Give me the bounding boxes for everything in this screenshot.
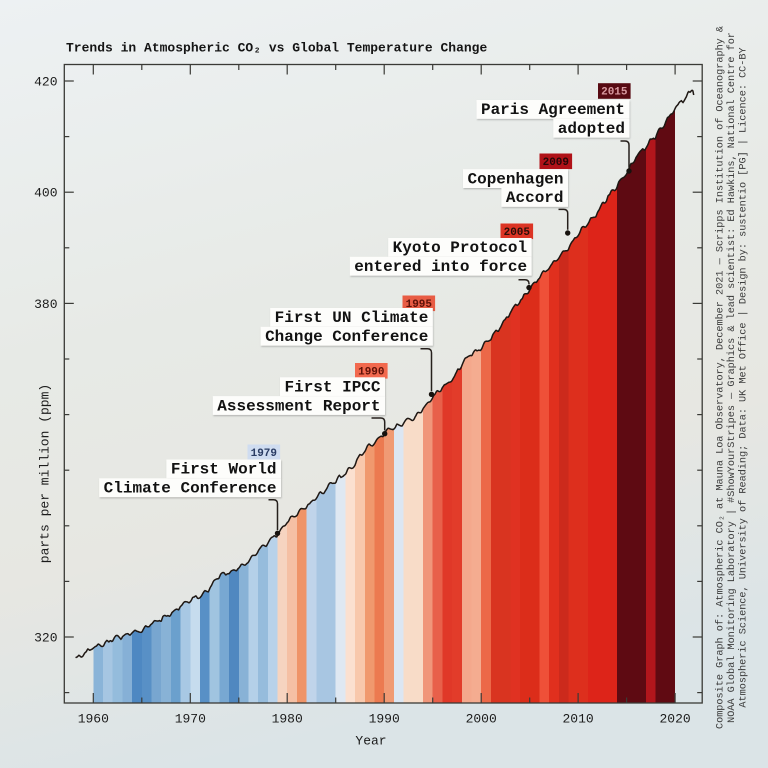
svg-text:adopted: adopted bbox=[558, 120, 625, 138]
svg-text:parts per million (ppm): parts per million (ppm) bbox=[38, 384, 53, 563]
svg-text:First World: First World bbox=[171, 461, 277, 479]
svg-text:Copenhagen: Copenhagen bbox=[467, 170, 563, 188]
svg-text:2010: 2010 bbox=[562, 712, 593, 727]
svg-text:Composite Graph of: Atmospheri: Composite Graph of: Atmospheric CO₂ at M… bbox=[715, 26, 727, 729]
svg-text:2015: 2015 bbox=[601, 87, 628, 99]
svg-text:1990: 1990 bbox=[369, 712, 400, 727]
svg-text:Trends in Atmospheric CO₂ vs G: Trends in Atmospheric CO₂ vs Global Temp… bbox=[66, 41, 487, 56]
svg-text:2005: 2005 bbox=[504, 227, 531, 239]
svg-text:Assessment Report: Assessment Report bbox=[217, 397, 380, 415]
svg-text:entered into force: entered into force bbox=[354, 258, 527, 276]
svg-text:2020: 2020 bbox=[659, 712, 690, 727]
svg-text:Atmospheric Science, Universit: Atmospheric Science, University of Readi… bbox=[738, 47, 750, 707]
svg-text:380: 380 bbox=[34, 297, 57, 312]
svg-text:1979: 1979 bbox=[251, 448, 277, 460]
svg-text:1995: 1995 bbox=[406, 299, 433, 311]
svg-text:320: 320 bbox=[34, 631, 57, 646]
svg-text:1970: 1970 bbox=[175, 712, 206, 727]
svg-text:Kyoto Protocol: Kyoto Protocol bbox=[393, 239, 527, 257]
svg-text:First IPCC: First IPCC bbox=[284, 379, 380, 397]
svg-text:1980: 1980 bbox=[272, 712, 303, 727]
svg-text:420: 420 bbox=[34, 75, 57, 90]
svg-text:400: 400 bbox=[34, 186, 57, 201]
svg-text:NOAA Global Monitoring Laborat: NOAA Global Monitoring Laboratory | #Sho… bbox=[726, 32, 738, 723]
svg-text:Year: Year bbox=[355, 734, 386, 749]
svg-text:2000: 2000 bbox=[466, 712, 497, 727]
svg-text:Paris Agreement: Paris Agreement bbox=[481, 101, 625, 119]
svg-text:Change Conference: Change Conference bbox=[265, 328, 428, 346]
svg-text:1990: 1990 bbox=[358, 366, 384, 378]
svg-text:Climate Conference: Climate Conference bbox=[104, 480, 277, 498]
svg-text:Accord: Accord bbox=[506, 189, 564, 207]
svg-text:First UN Climate: First UN Climate bbox=[275, 309, 429, 327]
svg-text:1960: 1960 bbox=[78, 712, 109, 727]
svg-text:2009: 2009 bbox=[543, 157, 569, 169]
